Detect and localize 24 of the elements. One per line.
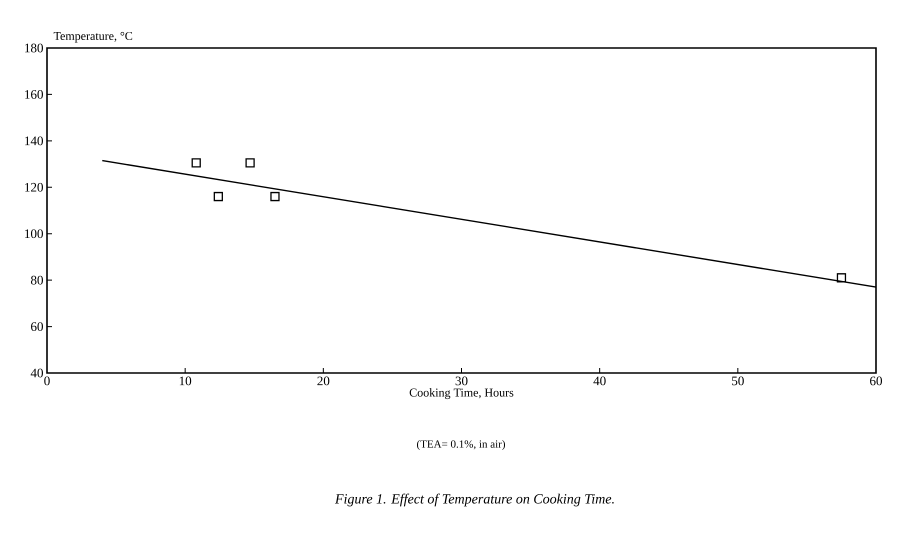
x-tick-label: 20	[317, 376, 330, 386]
x-tick-label: 40	[593, 376, 606, 386]
x-tick-label: 0	[44, 376, 50, 386]
x-tick-label: 10	[180, 376, 192, 386]
point	[214, 192, 223, 202]
point	[836, 273, 846, 282]
y-tick-label: 140	[25, 136, 43, 146]
x-tick-label: 30	[456, 376, 468, 386]
y-tick-label: 120	[25, 182, 43, 192]
y-tick-label: 160	[25, 90, 43, 99]
y-tick-label: 40	[30, 368, 43, 378]
point	[270, 192, 280, 202]
y-tick-label: 100	[25, 229, 43, 238]
y-tick-label: 60	[31, 322, 43, 331]
point	[245, 158, 255, 168]
x-tick-label: 60	[870, 376, 882, 386]
y-tick-label: 80	[30, 276, 43, 285]
x-tick-label: 50	[732, 376, 744, 386]
text: (TEA= 0.1%, in air)	[417, 440, 506, 450]
y-tick-label: 180	[25, 44, 43, 52]
x-axis-title: Cooking Time, Hours	[410, 388, 514, 400]
text: Figure 1. Effect of Temperature on Cooking Time.	[334, 494, 614, 506]
y-axis-title: Temperature, °C	[54, 32, 132, 42]
point	[192, 158, 201, 168]
